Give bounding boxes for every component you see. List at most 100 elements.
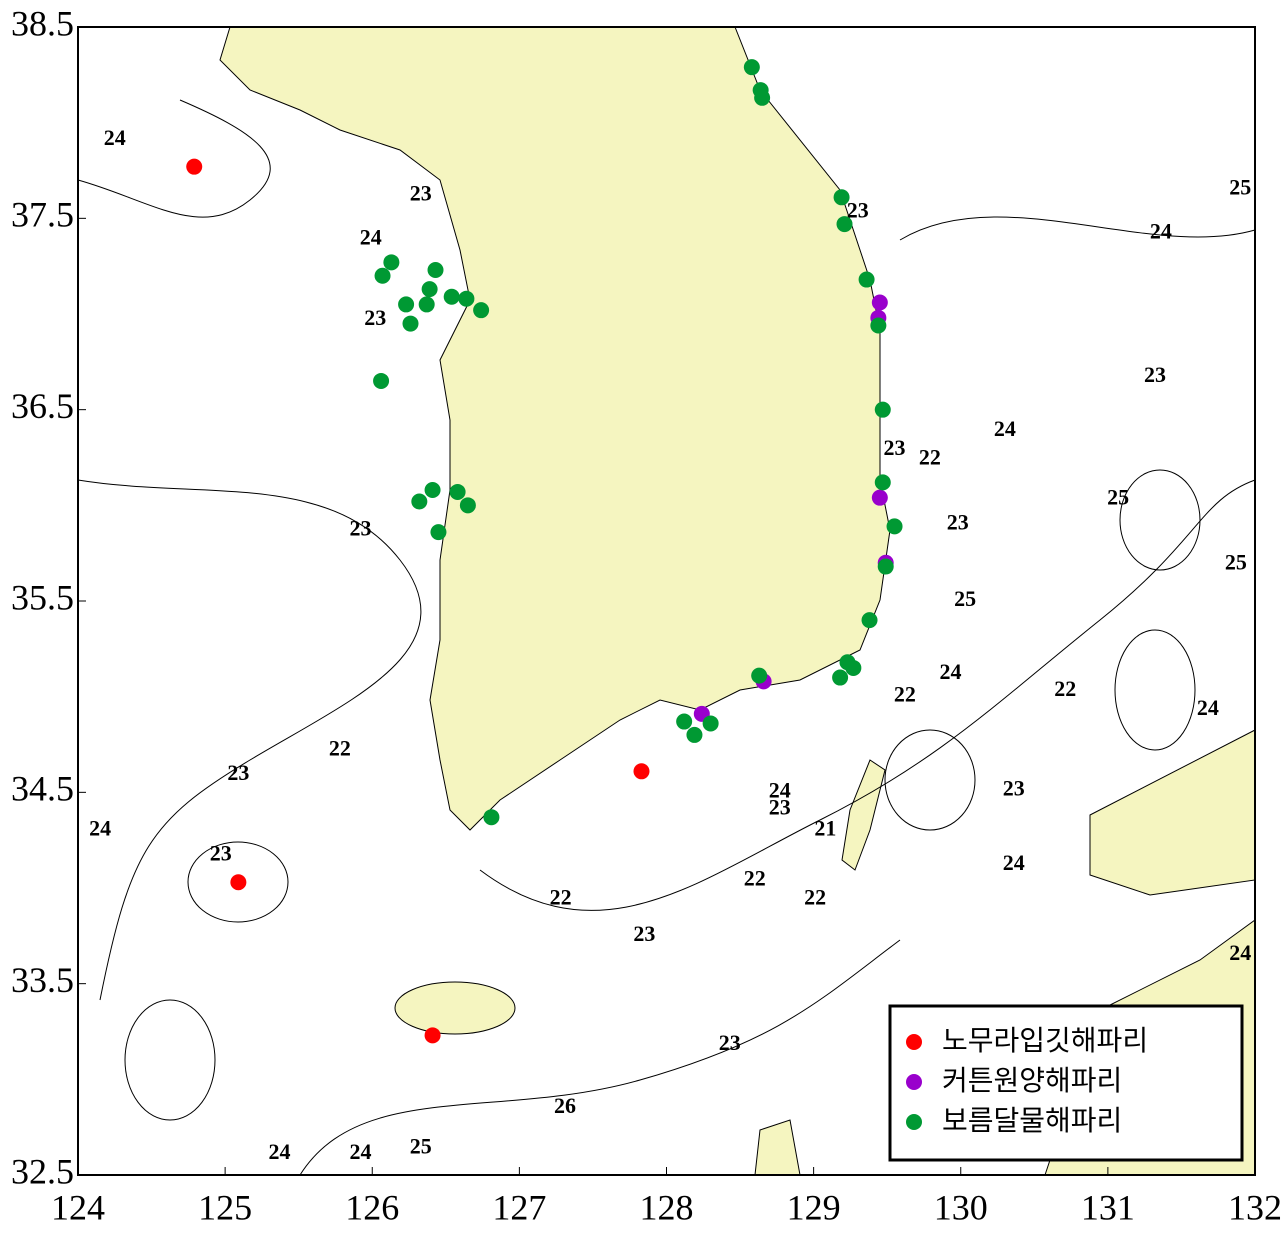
- x-tick-label: 130: [934, 1187, 988, 1227]
- point: [871, 294, 888, 311]
- contour-label: 23: [947, 510, 969, 535]
- y-tick-label: 36.5: [11, 386, 74, 426]
- point: [427, 261, 444, 278]
- point: [861, 612, 878, 629]
- x-tick-label: 128: [640, 1187, 694, 1227]
- contour-line: [479, 479, 1256, 911]
- point: [459, 497, 476, 514]
- contour-line: [187, 841, 289, 923]
- point: [676, 713, 693, 730]
- contour-label: 22: [894, 682, 916, 707]
- point: [833, 189, 850, 206]
- korea: [219, 26, 891, 831]
- point: [633, 763, 650, 780]
- point: [383, 254, 400, 271]
- point: [443, 288, 460, 305]
- point: [871, 489, 888, 506]
- legend-box: [888, 1004, 1244, 1162]
- point: [411, 493, 428, 510]
- point: [886, 518, 903, 535]
- contour-line: [299, 939, 901, 1176]
- contour-label: 22: [550, 885, 572, 910]
- contour-label: 24: [994, 416, 1016, 441]
- contour-label: 24: [1003, 850, 1025, 875]
- contour-label: 24: [769, 777, 791, 802]
- contours: [77, 99, 1256, 1176]
- contour-label: 25: [1229, 175, 1251, 200]
- contour-label: 24: [360, 224, 382, 249]
- contour-label: 23: [1003, 775, 1025, 800]
- contour-label: 25: [1225, 550, 1247, 575]
- contour-label: 24: [939, 659, 961, 684]
- contour-label: 22: [329, 735, 351, 760]
- x-tick-label: 131: [1081, 1187, 1135, 1227]
- y-tick-label: 34.5: [11, 769, 74, 809]
- point: [832, 669, 849, 686]
- contour-label: 25: [410, 1133, 432, 1158]
- y-tick-label: 37.5: [11, 195, 74, 235]
- contour-line: [124, 999, 216, 1121]
- contour-label: 25: [954, 586, 976, 611]
- point: [186, 158, 203, 175]
- contour-label: 23: [210, 841, 232, 866]
- point: [874, 401, 891, 418]
- contour-label: 23: [847, 198, 869, 223]
- point: [449, 483, 466, 500]
- x-tick-label: 125: [198, 1187, 252, 1227]
- contour-line: [899, 216, 1256, 241]
- tsushima: [841, 759, 886, 871]
- point: [874, 474, 891, 491]
- point: [430, 524, 447, 541]
- japan-north: [1089, 729, 1256, 896]
- legend-label: 커튼원양해파리: [942, 1064, 1122, 1097]
- contour-line: [1119, 469, 1201, 571]
- land: [219, 26, 1256, 1176]
- contour-label: 24: [1150, 219, 1172, 244]
- point: [398, 296, 415, 313]
- point: [845, 659, 862, 676]
- contour-label: 22: [1054, 676, 1076, 701]
- point: [424, 1027, 441, 1044]
- contour-line: [1114, 629, 1196, 751]
- contour-label: 24: [269, 1139, 291, 1164]
- contour-label: 25: [1107, 485, 1129, 510]
- point: [421, 281, 438, 298]
- jeju: [394, 981, 516, 1035]
- point: [870, 317, 887, 334]
- contour-line: [884, 729, 976, 831]
- point: [402, 315, 419, 332]
- point: [877, 558, 894, 575]
- point: [483, 809, 500, 826]
- y-tick-label: 33.5: [11, 960, 74, 1000]
- contour-label: 26: [554, 1093, 576, 1118]
- legend-label: 보름달물해파리: [942, 1104, 1122, 1137]
- point: [858, 271, 875, 288]
- point: [743, 59, 760, 76]
- island: [754, 1119, 801, 1176]
- contour-line: [77, 99, 271, 218]
- y-tick-label: 35.5: [11, 577, 74, 617]
- y-tick-label: 32.5: [11, 1151, 74, 1191]
- contour-label: 24: [349, 1139, 371, 1164]
- contour-label: 23: [349, 515, 371, 540]
- point: [374, 267, 391, 284]
- contour-label: 23: [1144, 362, 1166, 387]
- x-tick-label: 124: [51, 1187, 105, 1227]
- point: [473, 302, 490, 319]
- point: [836, 216, 853, 233]
- contour-label: 23: [719, 1030, 741, 1055]
- legend-label: 노무라입깃해파리: [942, 1024, 1148, 1057]
- contour-label: 23: [227, 760, 249, 785]
- point: [373, 372, 390, 389]
- x-tick-label: 127: [492, 1187, 546, 1227]
- contour-label: 24: [1197, 695, 1219, 720]
- legend-marker: [906, 1074, 922, 1090]
- contour-label: 24: [104, 125, 126, 150]
- contour-line: [77, 479, 422, 1001]
- x-tick-label: 132: [1228, 1187, 1282, 1227]
- point: [458, 290, 475, 307]
- y-tick-label: 38.5: [11, 3, 74, 43]
- point: [702, 715, 719, 732]
- point: [754, 89, 771, 106]
